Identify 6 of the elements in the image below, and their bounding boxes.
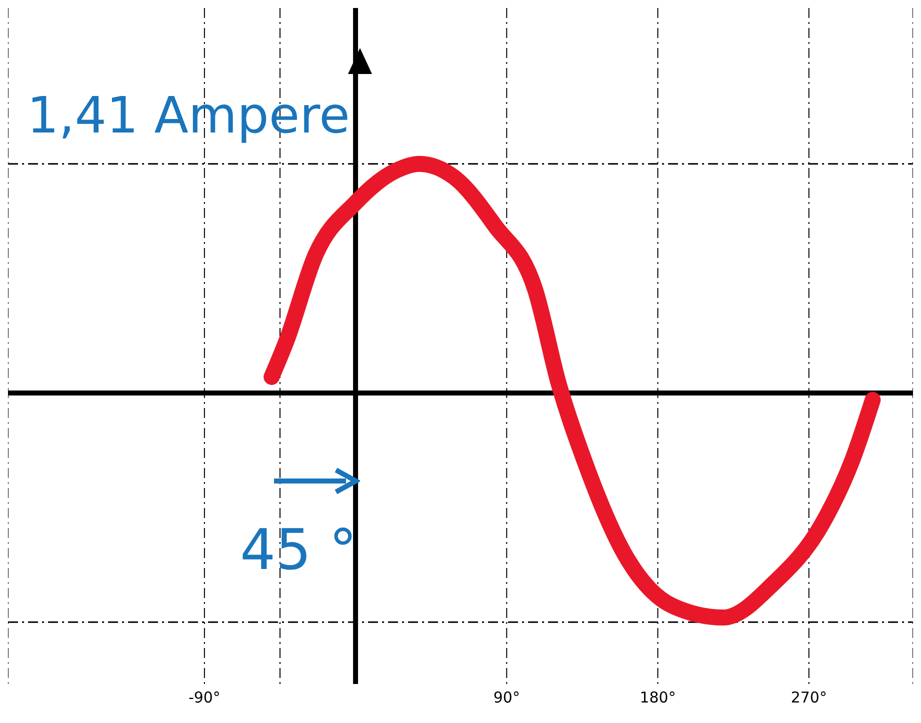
x-tick-label: -90° [188,688,220,707]
legend-label: 1,41 Ampere [27,86,350,144]
annotation: 45 ° [240,518,358,583]
x-tick-label: 90° [493,688,520,707]
x-tick-label: 270° [790,688,827,707]
x-tick-label: 180° [640,688,676,707]
